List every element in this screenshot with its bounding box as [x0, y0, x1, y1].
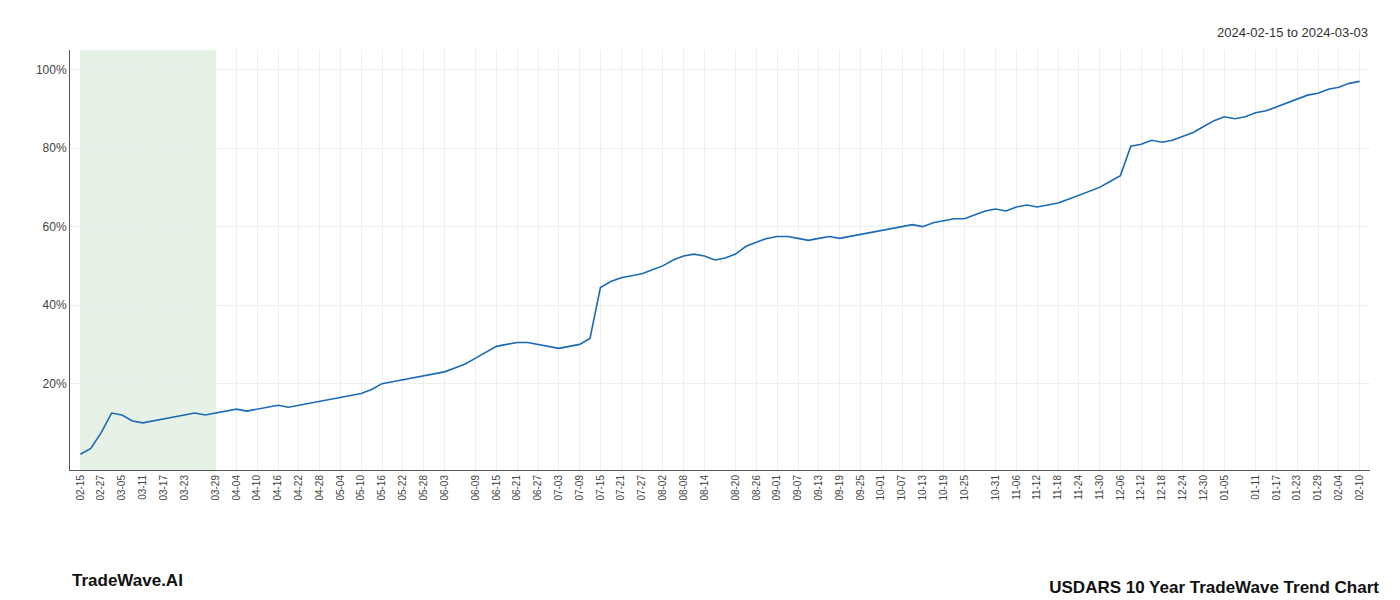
svg-text:07-09: 07-09	[574, 475, 585, 501]
svg-text:08-20: 08-20	[730, 475, 741, 501]
svg-text:09-01: 09-01	[771, 475, 782, 501]
svg-text:08-26: 08-26	[751, 475, 762, 501]
svg-text:07-21: 07-21	[615, 475, 626, 501]
svg-text:10-31: 10-31	[990, 475, 1001, 501]
svg-text:03-17: 03-17	[158, 475, 169, 501]
svg-text:05-22: 05-22	[397, 475, 408, 501]
svg-text:08-02: 08-02	[657, 475, 668, 501]
svg-text:06-15: 06-15	[491, 475, 502, 501]
svg-text:10-19: 10-19	[938, 475, 949, 501]
svg-text:11-24: 11-24	[1073, 475, 1084, 500]
svg-text:08-14: 08-14	[699, 475, 710, 501]
svg-text:11-06: 11-06	[1011, 475, 1022, 500]
svg-text:04-16: 04-16	[272, 475, 283, 501]
svg-text:2024-02-15 to 2024-03-03: 2024-02-15 to 2024-03-03	[1217, 25, 1368, 40]
svg-text:06-03: 06-03	[439, 475, 450, 501]
svg-text:01-23: 01-23	[1291, 475, 1302, 501]
svg-text:12-30: 12-30	[1198, 475, 1209, 501]
svg-text:01-05: 01-05	[1219, 475, 1230, 501]
svg-text:03-29: 03-29	[210, 475, 221, 501]
svg-text:TradeWave.AI: TradeWave.AI	[72, 571, 183, 590]
svg-text:01-11: 01-11	[1250, 475, 1261, 500]
svg-text:11-12: 11-12	[1031, 475, 1042, 500]
svg-text:05-10: 05-10	[355, 475, 366, 501]
svg-text:06-21: 06-21	[511, 475, 522, 501]
svg-text:01-17: 01-17	[1271, 475, 1282, 501]
svg-text:11-18: 11-18	[1052, 475, 1063, 500]
svg-text:20%: 20%	[43, 377, 67, 391]
svg-text:04-10: 04-10	[251, 475, 262, 501]
svg-text:12-24: 12-24	[1177, 475, 1188, 501]
svg-text:06-09: 06-09	[470, 475, 481, 501]
svg-text:10-01: 10-01	[875, 475, 886, 501]
svg-text:09-25: 09-25	[855, 475, 866, 501]
svg-text:10-13: 10-13	[917, 475, 928, 501]
svg-text:03-23: 03-23	[179, 475, 190, 501]
svg-text:08-08: 08-08	[678, 475, 689, 501]
svg-text:12-06: 12-06	[1115, 475, 1126, 501]
svg-text:07-03: 07-03	[553, 475, 564, 501]
svg-text:12-18: 12-18	[1156, 475, 1167, 501]
svg-text:05-28: 05-28	[418, 475, 429, 501]
svg-text:07-15: 07-15	[595, 475, 606, 501]
svg-text:40%: 40%	[43, 298, 67, 312]
svg-text:02-15: 02-15	[75, 475, 86, 501]
svg-text:07-27: 07-27	[636, 475, 647, 501]
svg-text:03-11: 03-11	[137, 475, 148, 500]
svg-text:09-07: 09-07	[792, 475, 803, 501]
svg-text:06-27: 06-27	[532, 475, 543, 501]
svg-text:USDARS 10 Year TradeWave Trend: USDARS 10 Year TradeWave Trend Chart	[1049, 578, 1379, 597]
svg-text:04-04: 04-04	[231, 475, 242, 501]
svg-text:04-28: 04-28	[314, 475, 325, 501]
svg-text:05-16: 05-16	[376, 475, 387, 501]
svg-text:09-13: 09-13	[813, 475, 824, 501]
svg-text:01-29: 01-29	[1312, 475, 1323, 501]
svg-text:02-10: 02-10	[1354, 475, 1365, 501]
svg-text:12-12: 12-12	[1135, 475, 1146, 501]
svg-text:80%: 80%	[43, 141, 67, 155]
svg-text:02-04: 02-04	[1333, 475, 1344, 501]
svg-text:02-27: 02-27	[95, 475, 106, 501]
svg-text:11-30: 11-30	[1094, 475, 1105, 500]
svg-text:09-19: 09-19	[834, 475, 845, 501]
svg-text:04-22: 04-22	[293, 475, 304, 501]
svg-text:03-05: 03-05	[116, 475, 127, 501]
svg-text:60%: 60%	[43, 220, 67, 234]
svg-text:10-07: 10-07	[896, 475, 907, 501]
svg-text:10-25: 10-25	[959, 475, 970, 501]
svg-text:100%: 100%	[36, 63, 67, 77]
svg-text:05-04: 05-04	[335, 475, 346, 501]
